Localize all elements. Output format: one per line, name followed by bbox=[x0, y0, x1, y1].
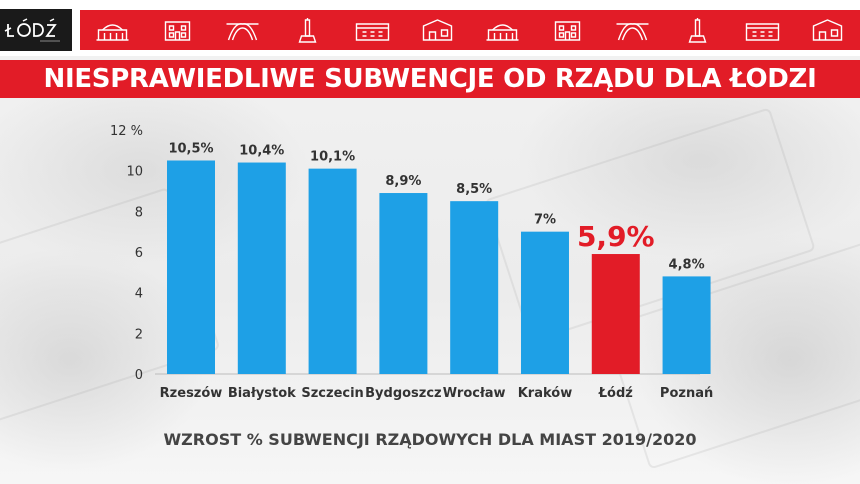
arena-dome-stroke bbox=[493, 33, 514, 40]
villa-icon bbox=[616, 23, 649, 41]
bar-białystok bbox=[237, 162, 286, 374]
y-tick-label: 6 bbox=[135, 246, 143, 261]
factory-building-stroke bbox=[440, 29, 449, 37]
category-label: Łódź bbox=[598, 386, 633, 401]
train-station-stroke bbox=[564, 31, 571, 40]
value-label: 8,9% bbox=[385, 174, 421, 189]
landmarks-strip bbox=[80, 10, 860, 50]
bar-wrocław bbox=[450, 201, 499, 374]
value-label: 10,4% bbox=[239, 144, 284, 159]
gate-arch-icon bbox=[226, 23, 259, 41]
tenement-house-stroke bbox=[164, 21, 191, 41]
tenement-house-stroke bbox=[168, 25, 175, 31]
city-logo bbox=[0, 9, 72, 51]
tenement-house-icon bbox=[164, 21, 191, 41]
bar-rzeszów bbox=[167, 160, 215, 374]
page-title-banner: NIESPRAWIEDLIWE SUBWENCJE OD RZĄDU DLA Ł… bbox=[0, 60, 860, 98]
bar-szczecin bbox=[308, 168, 357, 374]
factory-building-stroke bbox=[422, 19, 453, 41]
lodz-logo-icon bbox=[4, 18, 60, 42]
train-station-stroke bbox=[558, 32, 565, 38]
category-label: Bydgoszcz bbox=[365, 386, 442, 401]
station-building-stroke bbox=[102, 24, 123, 31]
factory-building-stroke bbox=[428, 31, 437, 40]
tenement-house-stroke bbox=[168, 32, 175, 38]
category-label: Kraków bbox=[518, 386, 573, 401]
value-label: 10,5% bbox=[168, 142, 213, 157]
station-building-stroke bbox=[97, 29, 128, 40]
manor-house-stroke bbox=[818, 31, 827, 40]
value-label: 8,5% bbox=[456, 182, 492, 197]
bar-łódź bbox=[591, 254, 640, 374]
category-label: Rzeszów bbox=[160, 386, 223, 401]
monument-icon bbox=[298, 18, 317, 43]
tenement-house-stroke bbox=[174, 31, 181, 40]
tenement-house-stroke bbox=[180, 25, 187, 31]
factory-building-icon bbox=[422, 19, 453, 41]
station-building-stroke bbox=[103, 33, 124, 40]
arena-dome-icon bbox=[486, 24, 519, 41]
y-tick-label: 4 bbox=[135, 287, 143, 302]
bar-kraków bbox=[520, 231, 569, 374]
y-tick-label: 0 bbox=[135, 368, 143, 383]
y-tick-label: 12 % bbox=[110, 124, 143, 139]
bar-poznań bbox=[662, 276, 711, 374]
category-label: Białystok bbox=[228, 386, 296, 401]
top-header bbox=[0, 0, 860, 56]
station-building-icon bbox=[96, 24, 129, 41]
bar-bydgoszcz bbox=[379, 193, 428, 374]
heart-emblem-stroke bbox=[745, 23, 780, 41]
palace-stroke bbox=[355, 23, 390, 41]
train-station-icon bbox=[554, 21, 581, 41]
manor-house-stroke bbox=[812, 19, 843, 41]
y-tick-label: 8 bbox=[135, 205, 143, 220]
category-label: Poznań bbox=[660, 386, 713, 401]
palace-icon bbox=[355, 23, 390, 41]
office-block-stroke bbox=[688, 35, 707, 43]
value-label: 4,8% bbox=[669, 257, 705, 272]
manor-house-stroke bbox=[830, 29, 839, 37]
heart-emblem-icon bbox=[745, 23, 780, 41]
landmarks-icons bbox=[96, 18, 843, 43]
gate-arch-stroke bbox=[231, 27, 254, 41]
value-label: 7% bbox=[534, 213, 556, 228]
arena-dome-stroke bbox=[492, 24, 513, 31]
category-label: Szczecin bbox=[301, 386, 363, 401]
monument-stroke bbox=[298, 35, 317, 43]
train-station-stroke bbox=[554, 21, 581, 41]
office-block-icon bbox=[688, 18, 707, 43]
y-tick-label: 2 bbox=[135, 327, 143, 342]
value-label: 5,9% bbox=[577, 220, 655, 253]
category-label: Wrocław bbox=[443, 386, 506, 401]
tenement-house-stroke bbox=[180, 32, 187, 38]
y-tick-label: 10 bbox=[126, 165, 143, 180]
manor-house-icon bbox=[812, 19, 843, 41]
villa-stroke bbox=[621, 27, 644, 41]
train-station-stroke bbox=[570, 32, 577, 38]
value-label: 10,1% bbox=[310, 150, 355, 165]
chart-caption: WZROST % SUBWENCJI RZĄDOWYCH DLA MIAST 2… bbox=[163, 430, 697, 449]
train-station-stroke bbox=[570, 25, 577, 31]
train-station-stroke bbox=[558, 25, 565, 31]
arena-dome-stroke bbox=[487, 29, 518, 40]
